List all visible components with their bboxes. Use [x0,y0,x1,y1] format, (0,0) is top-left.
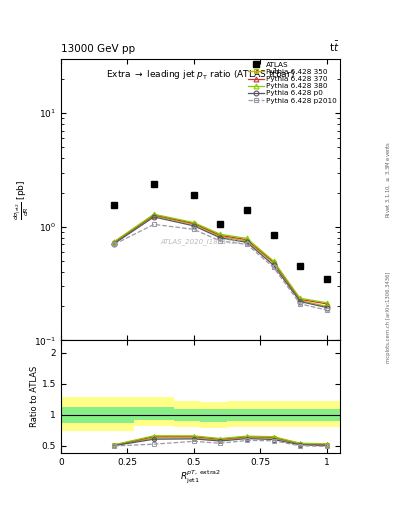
ATLAS [298,263,303,269]
ATLAS [112,202,116,208]
ATLAS [218,221,223,227]
Pythia 6.428 p0 [244,239,249,245]
Y-axis label: Ratio to ATLAS: Ratio to ATLAS [30,366,39,428]
Pythia 6.428 380 [152,211,156,217]
Y-axis label: $\frac{d\sigma_\mathrm{jet2}}{dR}$ [pb]: $\frac{d\sigma_\mathrm{jet2}}{dR}$ [pb] [12,180,31,220]
Line: Pythia 6.428 380: Pythia 6.428 380 [112,212,329,305]
Pythia 6.428 350 [244,238,249,244]
Pythia 6.428 370 [298,296,303,303]
Pythia 6.428 p0 [271,262,276,268]
Pythia 6.428 p0 [191,223,196,229]
Pythia 6.428 370 [218,232,223,239]
Pythia 6.428 p0 [324,305,329,311]
Pythia 6.428 p0 [152,214,156,220]
Pythia 6.428 p2010 [152,221,156,227]
Text: 13000 GeV pp: 13000 GeV pp [61,44,135,54]
Line: ATLAS: ATLAS [111,180,330,282]
Pythia 6.428 370 [191,220,196,226]
Pythia 6.428 370 [152,212,156,218]
Pythia 6.428 p2010 [324,307,329,313]
Line: Pythia 6.428 370: Pythia 6.428 370 [112,212,329,306]
ATLAS [152,181,156,187]
X-axis label: $R_\mathrm{jet1}^{pT,\,\mathrm{extra2}}$: $R_\mathrm{jet1}^{pT,\,\mathrm{extra2}}$ [180,468,221,485]
Line: Pythia 6.428 p2010: Pythia 6.428 p2010 [112,222,329,312]
Pythia 6.428 p0 [298,298,303,305]
Pythia 6.428 380 [112,239,116,245]
Pythia 6.428 p2010 [191,226,196,232]
Pythia 6.428 370 [271,259,276,265]
Pythia 6.428 380 [191,220,196,226]
Line: Pythia 6.428 p0: Pythia 6.428 p0 [112,215,329,310]
ATLAS [191,192,196,198]
ATLAS [324,275,329,282]
Pythia 6.428 p0 [218,234,223,241]
Pythia 6.428 350 [324,303,329,309]
Pythia 6.428 p2010 [244,241,249,247]
Pythia 6.428 380 [244,236,249,242]
Text: Rivet 3.1.10, $\geq$ 3.3M events: Rivet 3.1.10, $\geq$ 3.3M events [384,141,392,218]
Pythia 6.428 p0 [112,241,116,247]
Pythia 6.428 350 [191,221,196,227]
ATLAS [244,207,249,214]
Text: ATLAS_2020_I1801434: ATLAS_2020_I1801434 [160,239,241,245]
Text: Extra $\rightarrow$ leading jet $p_\mathrm{T}$ ratio (ATLAS t$\bar{t}$bar): Extra $\rightarrow$ leading jet $p_\math… [106,68,295,82]
Legend: ATLAS, Pythia 6.428 350, Pythia 6.428 370, Pythia 6.428 380, Pythia 6.428 p0, Py: ATLAS, Pythia 6.428 350, Pythia 6.428 37… [247,60,338,105]
Pythia 6.428 p2010 [112,241,116,247]
Pythia 6.428 350 [112,240,116,246]
Text: mcplots.cern.ch [arXiv:1306.3436]: mcplots.cern.ch [arXiv:1306.3436] [386,272,391,363]
Pythia 6.428 380 [324,300,329,306]
Pythia 6.428 p2010 [271,264,276,270]
Pythia 6.428 380 [271,258,276,264]
Line: Pythia 6.428 350: Pythia 6.428 350 [112,214,329,309]
Pythia 6.428 350 [152,212,156,219]
ATLAS [271,232,276,238]
Pythia 6.428 350 [271,260,276,266]
Pythia 6.428 380 [298,295,303,302]
Pythia 6.428 p2010 [298,301,303,307]
Text: t$\bar{t}$: t$\bar{t}$ [329,39,340,54]
Pythia 6.428 350 [218,233,223,240]
Pythia 6.428 370 [324,301,329,307]
Pythia 6.428 350 [298,297,303,304]
Pythia 6.428 370 [112,239,116,245]
Pythia 6.428 370 [244,237,249,243]
Pythia 6.428 p2010 [218,238,223,244]
Pythia 6.428 380 [218,231,223,238]
